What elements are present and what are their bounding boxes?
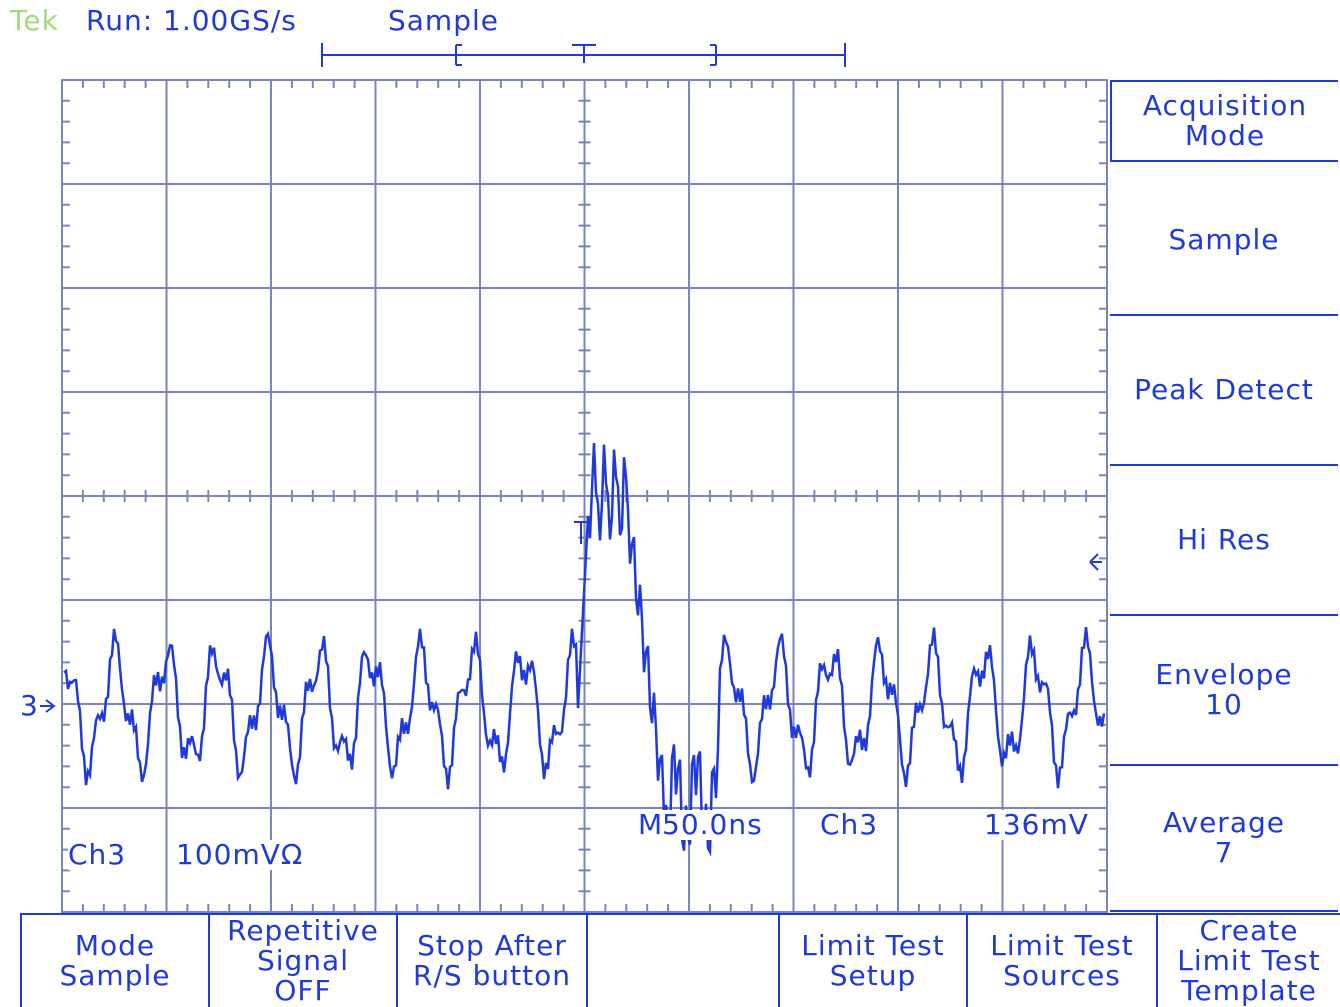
channel-label: Ch3: [68, 838, 127, 871]
trigger-level: 136mV: [984, 808, 1089, 841]
side-menu-item-envelope[interactable]: Envelope 10: [1110, 616, 1338, 766]
side-menu-item-hi-res[interactable]: Hi Res: [1110, 466, 1338, 616]
bottom-menu-item-repetitive[interactable]: Repetitive Signal OFF: [208, 913, 396, 1007]
bottom-menu-line: Mode: [74, 929, 156, 962]
channel-ground-arrow-icon: [40, 699, 56, 713]
trigger-source: Ch3: [820, 808, 879, 841]
side-menu-line: Envelope: [1155, 658, 1293, 691]
timebase-value: 50.0ns: [662, 808, 763, 841]
timebase-prefix: M: [638, 808, 664, 841]
record-length-bar: [321, 43, 846, 67]
side-menu-line: Average: [1163, 806, 1285, 839]
bottom-menu-line: Setup: [829, 959, 917, 992]
acquisition-status: Sample: [388, 4, 499, 37]
bottom-menu-line: Signal: [256, 944, 349, 977]
bottom-menu-line: Sources: [1003, 959, 1121, 992]
side-menu-line: Acquisition: [1142, 89, 1308, 122]
trigger-level-arrow-icon: [1089, 553, 1102, 571]
channel-scale: 100mVΩ: [176, 838, 304, 871]
side-menu-item-sample[interactable]: Sample: [1110, 166, 1338, 316]
bottom-menu-item-blank[interactable]: [586, 913, 778, 1007]
bottom-menu-line: OFF: [274, 974, 332, 1007]
side-menu-line: 10: [1205, 688, 1243, 721]
side-menu-line: 7: [1214, 836, 1234, 869]
brand-logo: Tek: [10, 4, 59, 37]
trigger-position-marker-icon: [574, 521, 588, 544]
side-menu-line: Peak Detect: [1134, 373, 1314, 406]
side-menu-item-peak-detect[interactable]: Peak Detect: [1110, 316, 1338, 466]
bottom-menu-line: Sample: [59, 959, 171, 992]
side-menu-item-average[interactable]: Average 7: [1110, 766, 1338, 912]
side-menu-line: Mode: [1184, 119, 1266, 152]
bottom-menu-line: Limit Test: [1177, 944, 1321, 977]
run-status: Run: 1.00GS/s: [86, 4, 297, 37]
bottom-menu-item-stop-after[interactable]: Stop After R/S button: [396, 913, 586, 1007]
side-menu-line: Sample: [1168, 223, 1280, 256]
bottom-menu-item-limit-test[interactable]: Limit Test Setup: [778, 913, 966, 1007]
bottom-menu-line: Template: [1181, 974, 1317, 1007]
bottom-menu-item-mode[interactable]: Mode Sample: [20, 913, 208, 1007]
bottom-menu-line: Limit Test: [801, 929, 945, 962]
bottom-menu-line: Create: [1199, 914, 1299, 947]
bottom-menu-line: Limit Test: [990, 929, 1134, 962]
channel-marker-label: 3: [20, 689, 39, 722]
bottom-menu-line: Stop After: [417, 929, 567, 962]
bottom-menu-line: R/S button: [413, 959, 571, 992]
side-menu-line: Hi Res: [1177, 523, 1271, 556]
bottom-menu-item-limit-test[interactable]: Limit Test Sources: [966, 913, 1156, 1007]
ch3-waveform: [63, 443, 1106, 857]
bottom-menu-line: Repetitive: [227, 914, 379, 947]
bottom-menu-item-create[interactable]: Create Limit Test Template: [1156, 913, 1340, 1007]
side-menu-item-acquisition[interactable]: Acquisition Mode: [1110, 80, 1338, 162]
graticule-ticks: [62, 80, 1107, 912]
